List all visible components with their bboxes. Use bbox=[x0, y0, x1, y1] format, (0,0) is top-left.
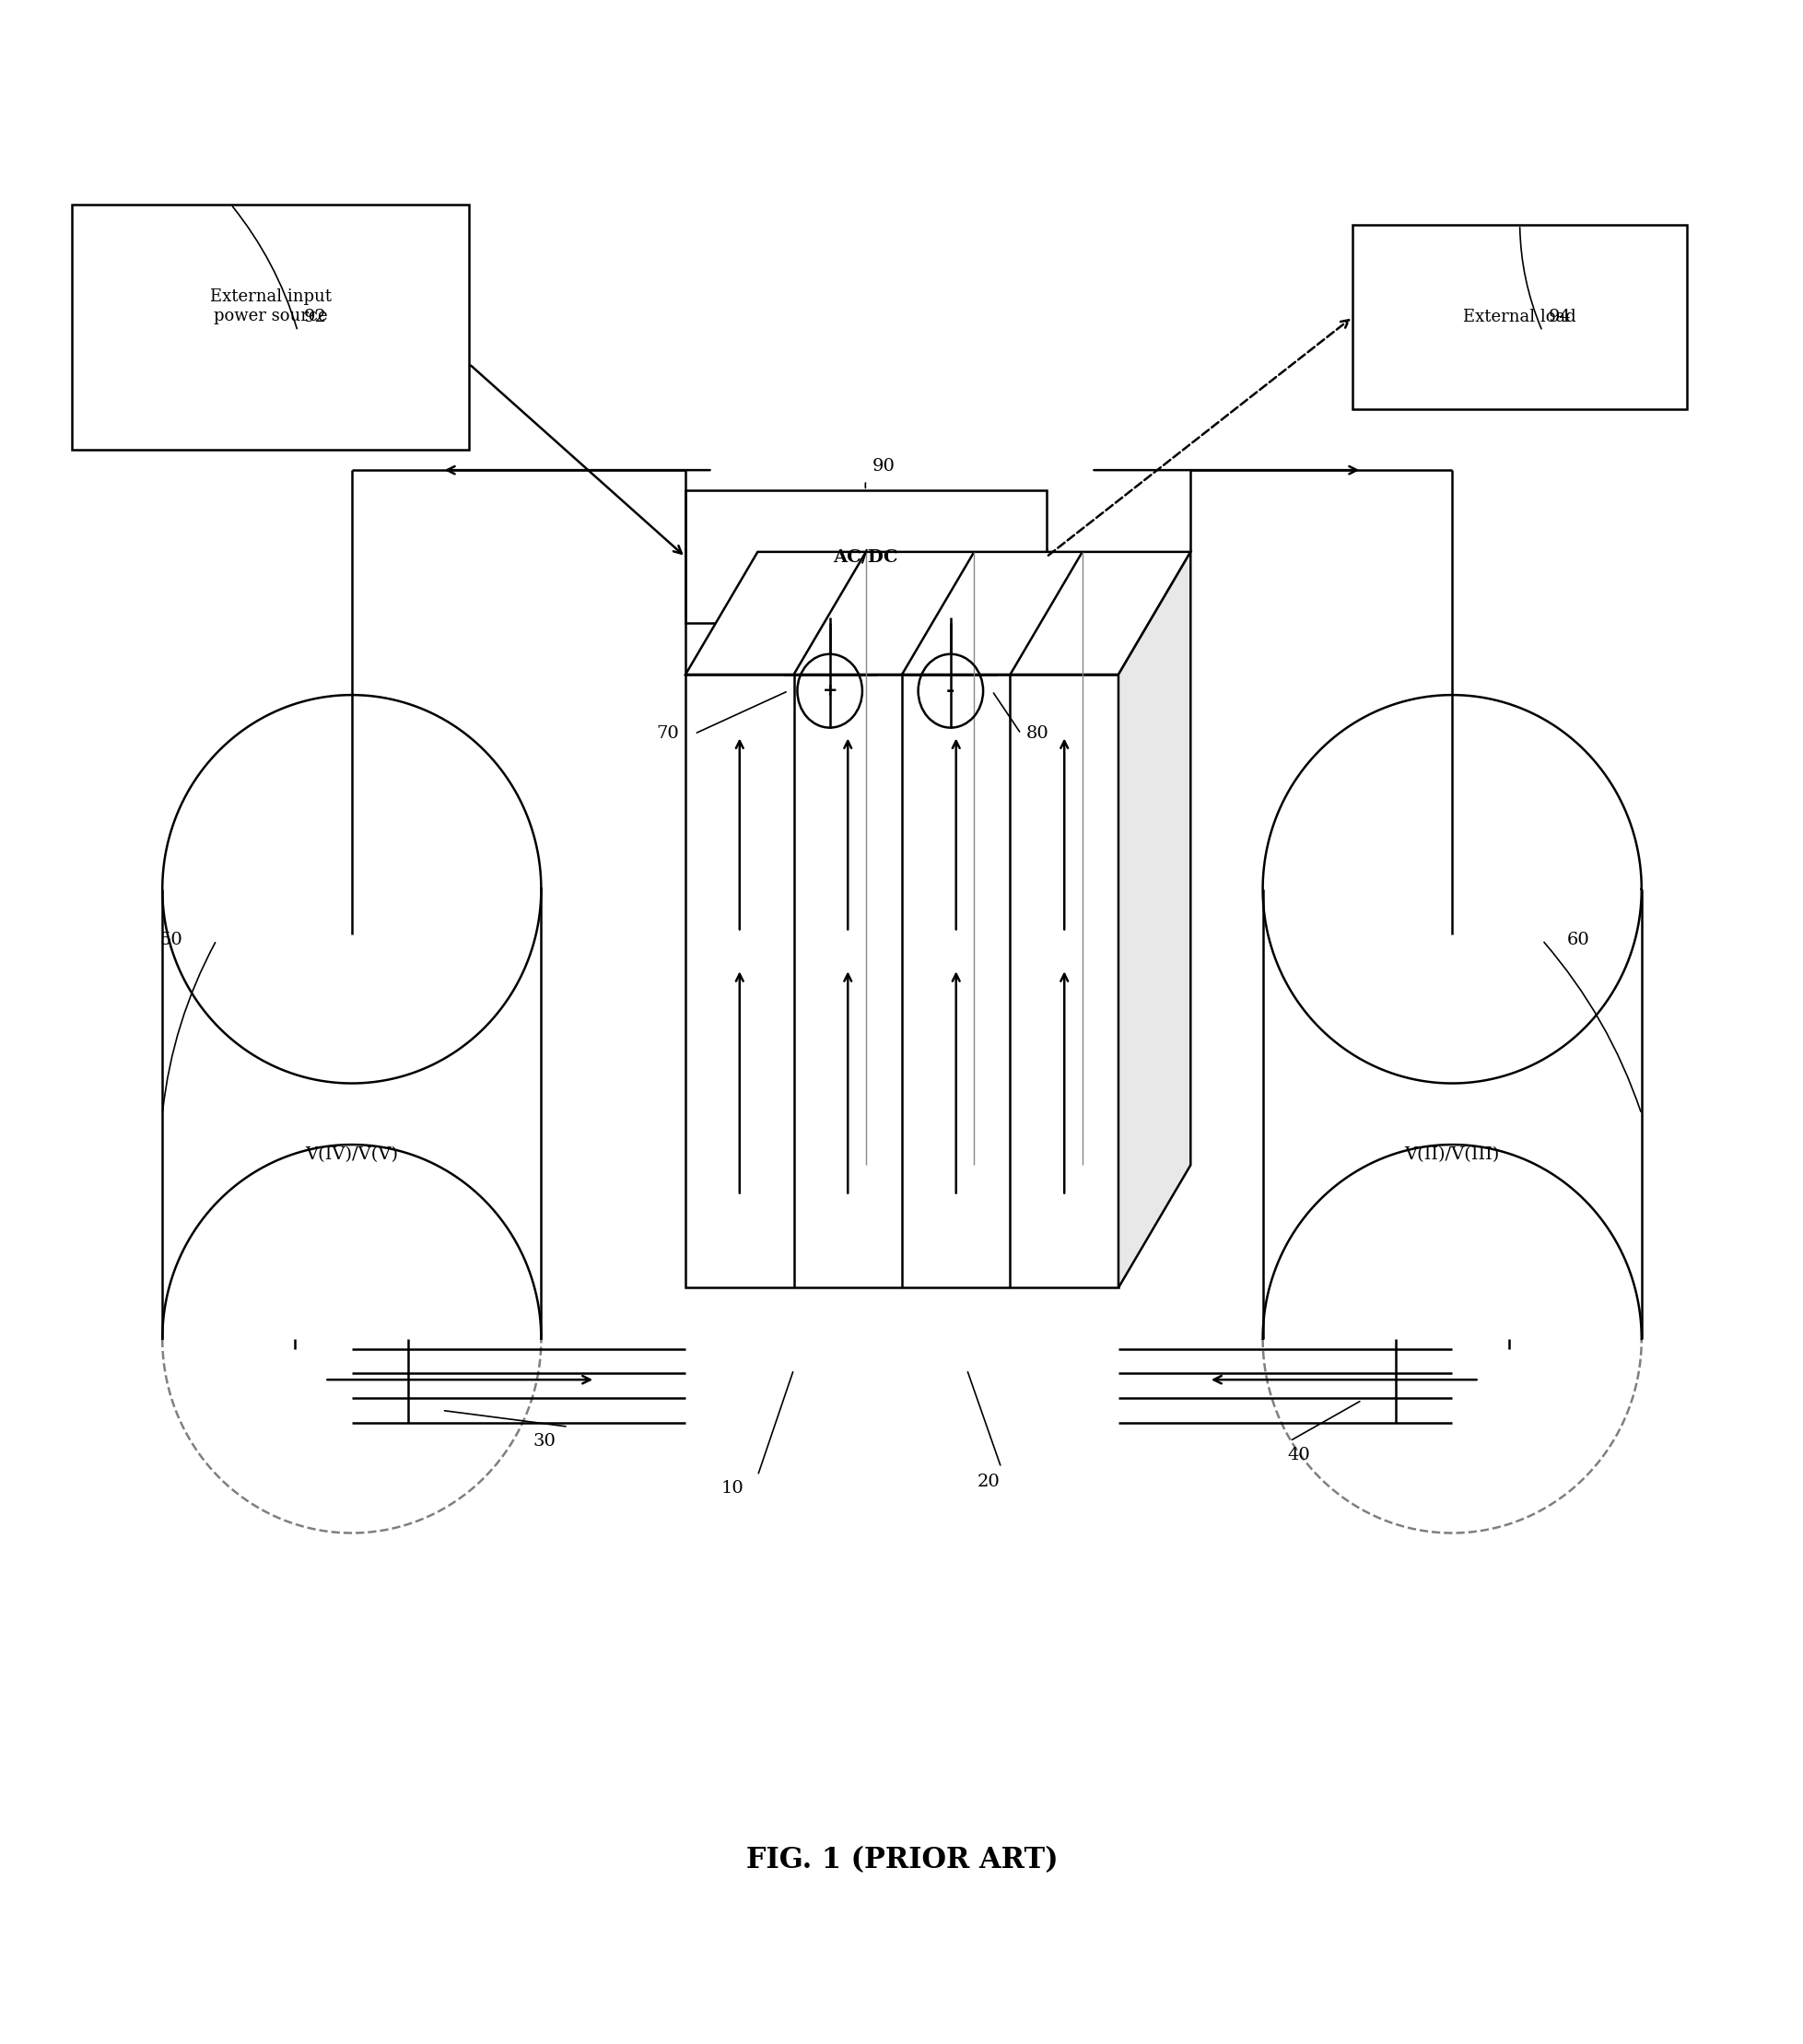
Text: V(IV)/V(V): V(IV)/V(V) bbox=[305, 1147, 398, 1163]
Text: 70: 70 bbox=[656, 726, 678, 742]
Text: 60: 60 bbox=[1567, 932, 1588, 948]
Text: FIG. 1 (PRIOR ART): FIG. 1 (PRIOR ART) bbox=[746, 1846, 1057, 1874]
Text: 94: 94 bbox=[1549, 309, 1570, 325]
Text: +: + bbox=[822, 683, 837, 699]
Text: AC/DC: AC/DC bbox=[833, 548, 898, 566]
Text: 90: 90 bbox=[873, 458, 894, 474]
Polygon shape bbox=[1118, 552, 1190, 1288]
Text: External load: External load bbox=[1462, 309, 1576, 325]
Text: V(II)/V(III): V(II)/V(III) bbox=[1405, 1147, 1498, 1163]
Polygon shape bbox=[685, 552, 1190, 675]
Text: 92: 92 bbox=[305, 309, 326, 325]
Text: 80: 80 bbox=[1026, 726, 1048, 742]
Text: 20: 20 bbox=[977, 1474, 999, 1490]
Text: 50: 50 bbox=[160, 932, 182, 948]
Text: 10: 10 bbox=[721, 1480, 743, 1496]
Text: 40: 40 bbox=[1287, 1447, 1309, 1464]
Text: External input
power source: External input power source bbox=[209, 288, 332, 325]
Text: 30: 30 bbox=[534, 1433, 555, 1449]
Text: -: - bbox=[947, 681, 954, 701]
